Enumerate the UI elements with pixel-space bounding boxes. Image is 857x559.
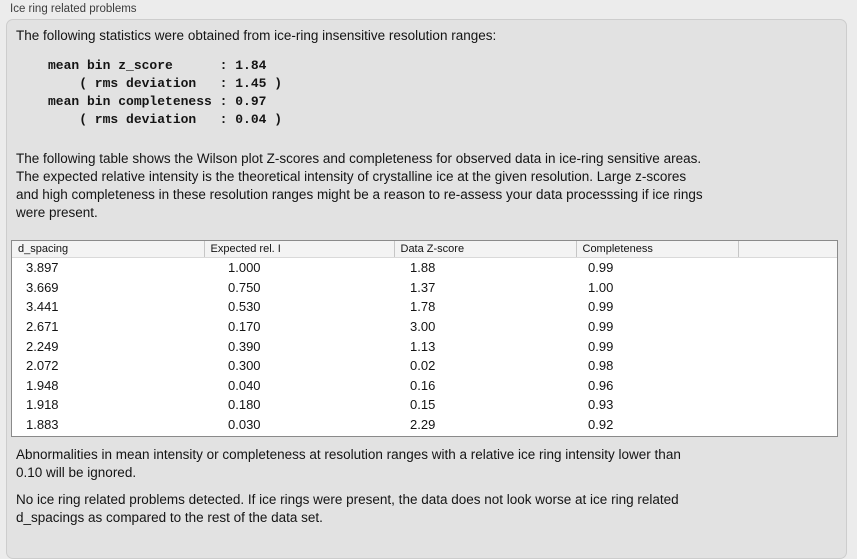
table-cell: 1.78 bbox=[410, 299, 436, 315]
table-cell: 0.99 bbox=[588, 319, 614, 335]
table-cell: 1.13 bbox=[410, 338, 436, 354]
table-cell: 0.390 bbox=[228, 338, 261, 354]
table-cell: 0.99 bbox=[588, 338, 614, 354]
stats-block: mean bin z_score : 1.84 ( rms deviation … bbox=[48, 58, 283, 127]
table-cell bbox=[738, 336, 837, 356]
table-cell bbox=[738, 278, 837, 298]
table-cell: 0.170 bbox=[228, 319, 261, 335]
table-cell: 0.530 bbox=[228, 299, 261, 315]
table-cell: 3.00 bbox=[410, 319, 436, 335]
table-cell: 1.948 bbox=[26, 377, 59, 393]
table-cell: 0.96 bbox=[588, 377, 614, 393]
table-row[interactable]: 1.948 0.040 0.16 0.96 bbox=[12, 376, 837, 396]
table-description: The following table shows the Wilson plo… bbox=[16, 151, 703, 220]
table-cell bbox=[738, 415, 837, 435]
table-cell: 3.669 bbox=[26, 279, 59, 295]
table-cell: 3.441 bbox=[26, 299, 59, 315]
table-cell: 0.040 bbox=[228, 377, 261, 393]
column-header-d-spacing[interactable]: d_spacing bbox=[12, 241, 205, 258]
column-header-spacer bbox=[738, 241, 837, 258]
table-cell: 0.750 bbox=[228, 279, 261, 295]
table-cell: 0.030 bbox=[228, 417, 261, 433]
table-cell: 0.02 bbox=[410, 358, 436, 374]
column-header-completeness[interactable]: Completeness bbox=[576, 241, 739, 258]
table-cell: 0.93 bbox=[588, 397, 614, 413]
table-cell: 0.15 bbox=[410, 397, 436, 413]
table-cell bbox=[738, 356, 837, 376]
conclusion-text: No ice ring related problems detected. I… bbox=[16, 492, 679, 525]
table-row[interactable]: 1.918 0.180 0.15 0.93 bbox=[12, 395, 837, 415]
table-cell bbox=[738, 376, 837, 396]
table-cell: 0.99 bbox=[588, 299, 614, 315]
column-header-expected-rel-i[interactable]: Expected rel. I bbox=[204, 241, 395, 258]
table-row[interactable]: 1.883 0.030 2.29 0.92 bbox=[12, 415, 837, 435]
table-row[interactable]: 2.249 0.390 1.13 0.99 bbox=[12, 336, 837, 356]
table-header-row: d_spacing Expected rel. I Data Z-score Comp… bbox=[12, 241, 837, 258]
ice-ring-table[interactable]: d_spacing Expected rel. I Data Z-score Comp… bbox=[11, 240, 838, 437]
table-row[interactable]: 3.441 0.530 1.78 0.99 bbox=[12, 297, 837, 317]
table-cell: 1.37 bbox=[410, 279, 436, 295]
table-cell: 0.16 bbox=[410, 377, 436, 393]
table-cell: 2.072 bbox=[26, 358, 59, 374]
column-header-data-z-score[interactable]: Data Z-score bbox=[394, 241, 577, 258]
ignore-note: Abnormalities in mean intensity or compl… bbox=[16, 447, 681, 480]
table-cell: 2.671 bbox=[26, 319, 59, 335]
table-row[interactable]: 2.671 0.170 3.00 0.99 bbox=[12, 317, 837, 337]
table-cell: 3.897 bbox=[26, 260, 59, 276]
panel-title: Ice ring related problems bbox=[10, 3, 137, 15]
intro-text: The following statistics were obtained f… bbox=[16, 28, 497, 43]
table-cell: 0.99 bbox=[588, 260, 614, 276]
table-header: d_spacing Expected rel. I Data Z-score Comp… bbox=[12, 241, 837, 258]
table-cell: 1.00 bbox=[588, 279, 614, 295]
table-cell: 2.29 bbox=[410, 417, 436, 433]
table-cell: 1.883 bbox=[26, 417, 59, 433]
table-cell bbox=[738, 317, 837, 337]
table-cell bbox=[738, 297, 837, 317]
table-cell: 0.300 bbox=[228, 358, 261, 374]
table-cell: 1.918 bbox=[26, 397, 59, 413]
table-cell: 0.98 bbox=[588, 358, 614, 374]
table-body: 3.897 1.000 1.88 0.99 3.669 0.750 1.37 1.00 3.44… bbox=[12, 258, 837, 435]
table-row[interactable]: 3.897 1.000 1.88 0.99 bbox=[12, 258, 837, 278]
table-cell bbox=[738, 395, 837, 415]
table-row[interactable]: 2.072 0.300 0.02 0.98 bbox=[12, 356, 837, 376]
table-cell: 1.000 bbox=[228, 260, 261, 276]
table-cell bbox=[738, 258, 837, 278]
table-row[interactable]: 3.669 0.750 1.37 1.00 bbox=[12, 278, 837, 298]
ice-ring-table-grid: d_spacing Expected rel. I Data Z-score Comp… bbox=[12, 241, 837, 434]
table-cell: 0.180 bbox=[228, 397, 261, 413]
table-cell: 2.249 bbox=[26, 338, 59, 354]
table-cell: 0.92 bbox=[588, 417, 614, 433]
table-cell: 1.88 bbox=[410, 260, 436, 276]
